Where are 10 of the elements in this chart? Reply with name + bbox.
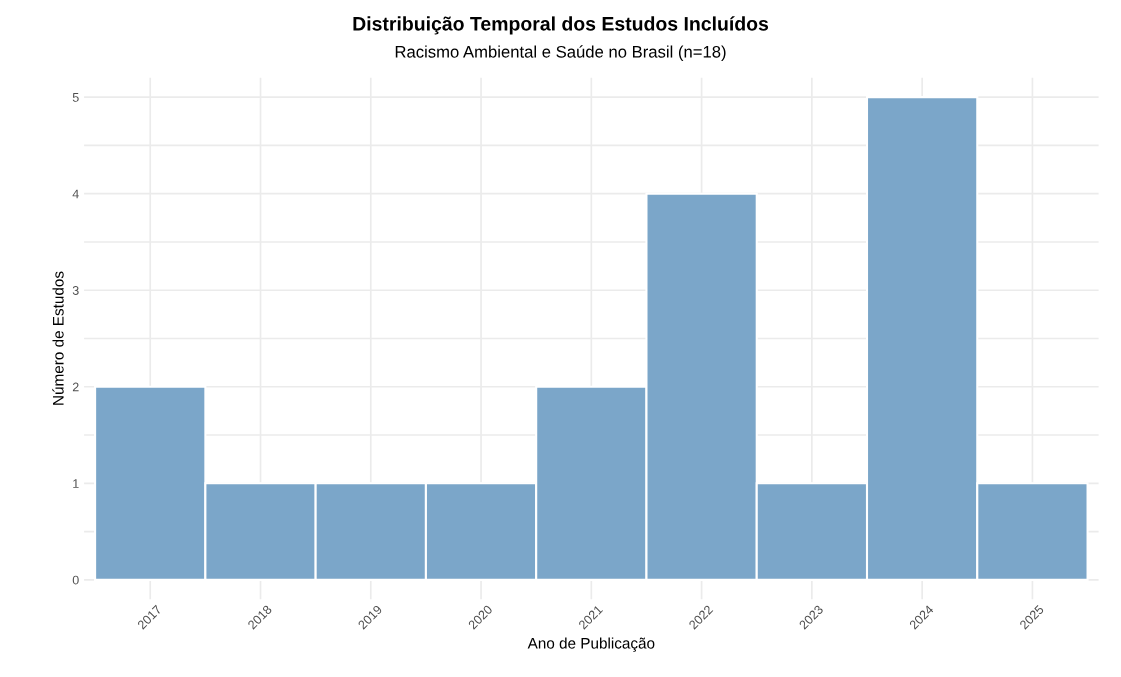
y-tick-label: 4 [72,189,79,199]
y-tick-label: 5 [72,93,79,102]
y-axis-title: Número de Estudos [52,271,64,405]
y-tick-label: 0 [72,575,79,585]
chart-title: Distribuição Temporal dos Estudos Incluídos [353,16,769,35]
chart-subtitle: Racismo Ambiental e Saúde no Brasil (n=18) [395,45,726,61]
y-tick-label: 3 [72,286,79,295]
y-tick-label: 1 [73,479,79,488]
x-axis-title: Ano de Publicação [527,637,655,652]
y-tick-label: 2 [72,382,79,392]
